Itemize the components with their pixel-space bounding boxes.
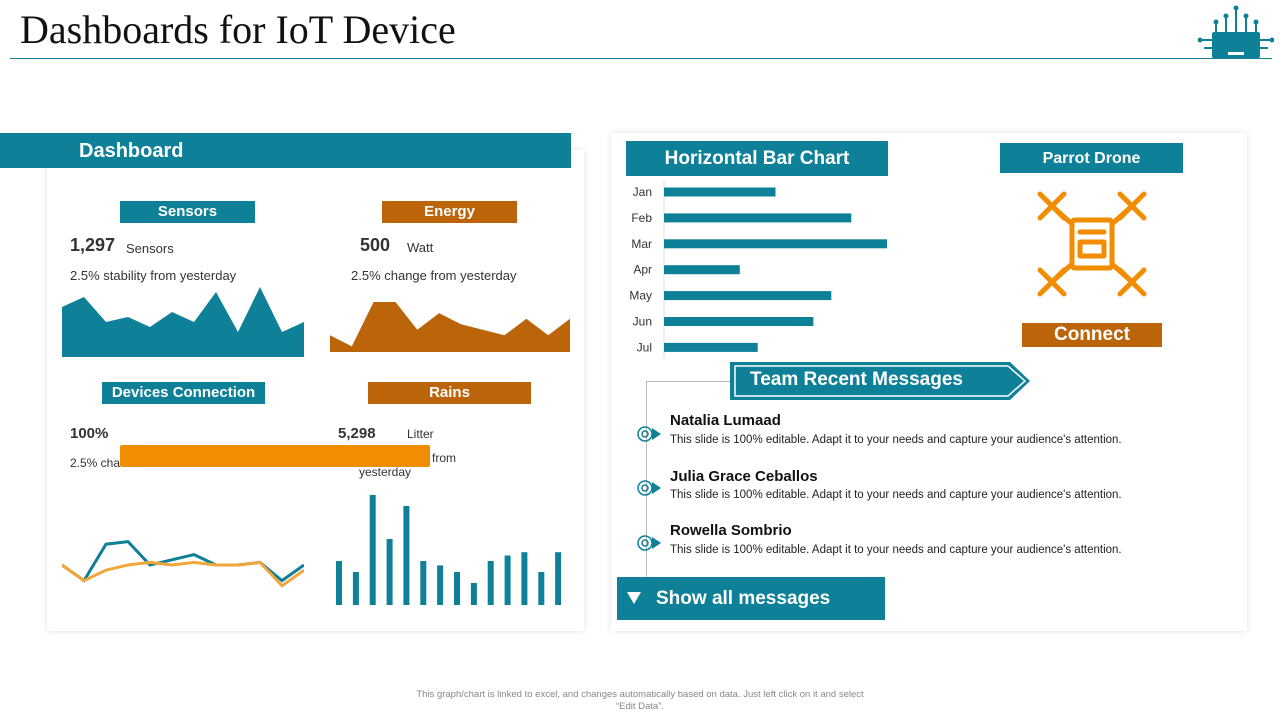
devices-value: 100% [70, 425, 109, 442]
message-item[interactable]: Rowella Sombrio This slide is 100% edita… [636, 520, 1236, 560]
messages-timeline-top [646, 381, 736, 382]
bar-chart-category-label: Mar [631, 237, 652, 251]
energy-value: 500 [360, 235, 391, 255]
bar-chart-bar [664, 265, 740, 275]
bar-chart-bar [664, 342, 758, 352]
energy-label: Energy [382, 201, 517, 223]
bar-chart-bar [664, 239, 887, 249]
bar-chart-header: Horizontal Bar Chart [626, 141, 888, 176]
rains-unit: Litter [407, 427, 434, 441]
rains-bar [470, 583, 477, 605]
bar-chart-bar [664, 187, 776, 197]
bar-chart-category-label: May [629, 289, 652, 303]
rains-bar [521, 552, 528, 605]
rains-bar [555, 552, 562, 605]
message-text: This slide is 100% editable. Adapt it to… [670, 489, 1122, 501]
horizontal-bar-chart: Jan Feb Mar Apr May Jun Jul [629, 180, 887, 358]
play-circle-icon [637, 480, 661, 496]
sensors-unit: Sensors [126, 241, 174, 256]
show-all-messages-label: Show all messages [656, 588, 831, 609]
play-circle-icon [637, 535, 661, 551]
rains-bar [538, 572, 545, 605]
message-sender: Julia Grace Ceballos [670, 468, 818, 485]
message-item[interactable]: Julia Grace Ceballos This slide is 100% … [636, 466, 1236, 506]
message-sender: Natalia Lumaad [670, 412, 781, 429]
triangle-down-icon [627, 592, 641, 604]
messages-header-arrow [730, 362, 1030, 400]
rains-bar [437, 565, 444, 605]
sensors-area-chart [62, 287, 304, 357]
sensors-value: 1,297 [70, 235, 116, 255]
rains-bar [336, 561, 342, 605]
devices-line-chart [62, 540, 304, 588]
message-text: This slide is 100% editable. Adapt it to… [670, 544, 1122, 556]
circuit-chip-icon [1198, 5, 1274, 58]
footer-note: This graph/chart is linked to excel, and… [380, 689, 900, 713]
energy-unit: Watt [407, 240, 434, 255]
rains-bar [454, 572, 460, 605]
rains-bar [487, 561, 494, 605]
bar-chart-bar [664, 213, 852, 223]
rains-value: 5,298 [338, 425, 376, 442]
sensors-note: 2.5% stability from yesterday [70, 268, 237, 283]
rains-bar [504, 555, 511, 605]
footer-note-line2: “Edit Data”. [615, 701, 665, 712]
bar-chart-category-label: Jun [633, 315, 652, 329]
devices-series-b [62, 560, 304, 588]
rains-label: Rains [368, 382, 531, 404]
rains-bar [369, 495, 376, 605]
bar-chart-category-label: Feb [631, 211, 652, 225]
energy-area-chart [330, 302, 570, 352]
bar-chart-category-label: Jan [633, 185, 652, 199]
rains-bar [386, 539, 393, 605]
devices-connection-label: Devices Connection [102, 382, 265, 404]
drone-header: Parrot Drone [1000, 143, 1183, 173]
rains-bar-chart [336, 495, 562, 605]
rains-bar [403, 506, 410, 605]
play-circle-icon [637, 426, 661, 442]
rains-note-yesterday: yesterday [359, 465, 412, 479]
energy-note: 2.5% change from yesterday [351, 268, 517, 283]
overlay-bar [120, 445, 430, 467]
dashboard-header-label: Dashboard [79, 140, 184, 162]
devices-note: 2.5% cha [70, 456, 121, 470]
rains-bar [352, 572, 359, 605]
rains-bar [420, 561, 427, 605]
drone-icon [1037, 191, 1147, 297]
page-title: Dashboards for IoT Device [20, 7, 456, 52]
sensors-label: Sensors [120, 201, 255, 223]
show-all-messages-button[interactable]: Show all messages [617, 577, 885, 620]
bar-chart-bar [664, 317, 814, 326]
message-sender: Rowella Sombrio [670, 522, 792, 539]
bar-chart-bar [664, 291, 832, 301]
rains-note-from: from [432, 451, 456, 465]
bar-chart-category-label: Jul [637, 340, 652, 354]
dashboard-header: Dashboard [0, 133, 571, 168]
footer-note-line1: This graph/chart is linked to excel, and… [416, 689, 864, 700]
sensors-area [62, 287, 304, 357]
bar-chart-category-label: Apr [633, 263, 652, 277]
message-text: This slide is 100% editable. Adapt it to… [670, 434, 1122, 446]
title-divider [10, 58, 1272, 59]
message-item[interactable]: Natalia Lumaad This slide is 100% editab… [636, 410, 1236, 450]
energy-area [330, 302, 570, 352]
messages-header-label: Team Recent Messages [750, 369, 963, 390]
connect-button[interactable]: Connect [1022, 323, 1162, 347]
